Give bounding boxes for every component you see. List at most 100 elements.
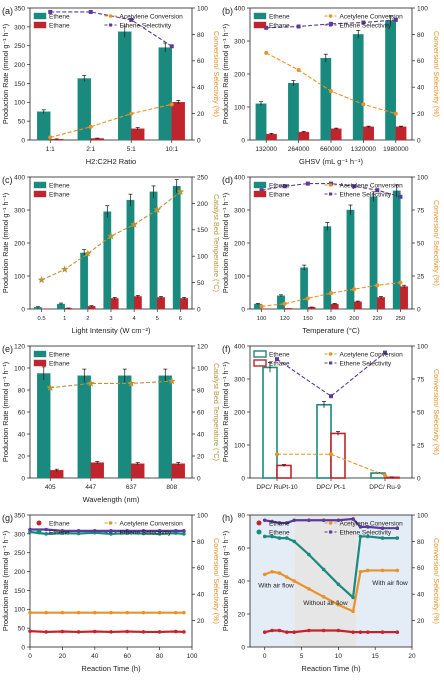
panel-label: (a) xyxy=(2,6,13,16)
y2-tick-label: 50 xyxy=(417,409,425,416)
y-tick-label: 100 xyxy=(234,273,245,280)
data-point xyxy=(358,569,363,574)
y-tick-label: 200 xyxy=(14,569,25,576)
legend-label: Ethene xyxy=(49,352,70,359)
legend-marker xyxy=(329,361,333,365)
data-point xyxy=(395,630,400,634)
y-tick-label: 300 xyxy=(234,376,245,383)
bar-ethene xyxy=(103,211,112,310)
y2-axis-title: Conversion/ Selectivity (%) xyxy=(212,31,221,117)
legend: Ethene Ethane Acetylene Conversion Ethene S… xyxy=(33,12,183,30)
legend-label: Ethene xyxy=(269,352,290,359)
data-point xyxy=(262,572,267,577)
legend-label: Acetylene Conversion xyxy=(340,14,404,21)
square-marker xyxy=(329,394,333,399)
data-point xyxy=(157,532,162,536)
panel-b: 0 100 200 300 400 0 20 40 60 80 100 Production Rate… xyxy=(221,5,441,166)
data-point xyxy=(28,610,32,615)
y2-tick-label: 40 xyxy=(197,592,205,599)
data-point xyxy=(351,595,355,600)
bar-ethene xyxy=(255,103,267,141)
y-tick-label: 300 xyxy=(234,38,245,45)
y-axis-title: Production Rate (mmol g⁻¹ h⁻¹) xyxy=(1,193,10,293)
square-marker xyxy=(275,357,279,362)
star-marker xyxy=(167,377,176,385)
legend: Ethene Ethane Acetylene Conversion Ethene S… xyxy=(253,350,403,368)
circle-marker xyxy=(282,301,287,306)
square-marker xyxy=(169,44,174,49)
data-point xyxy=(380,526,385,530)
bar-ethene xyxy=(369,196,378,310)
data-point xyxy=(336,628,341,633)
y-tick-label: 40 xyxy=(18,431,26,438)
x-tick-label: 10 xyxy=(335,653,343,660)
bar-ethane xyxy=(171,102,185,141)
y2-tick-label: 250 xyxy=(197,174,208,181)
data-point xyxy=(307,628,311,633)
square-marker xyxy=(264,25,269,30)
data-point xyxy=(321,595,326,599)
x-axis-title: Light Intensity (W cm⁻²) xyxy=(72,326,151,335)
y2-tick-label: 80 xyxy=(197,32,205,39)
y2-tick-label: 100 xyxy=(197,512,208,519)
legend: Ethane Ethene Acetylene Conversion Ethene S… xyxy=(256,520,404,537)
data-point xyxy=(262,518,267,523)
x-axis-title: GHSV (mL g⁻¹ h⁻¹) xyxy=(299,157,363,166)
x-tick-label: 0.5 xyxy=(38,316,46,322)
y2-tick-label: 0 xyxy=(197,137,201,144)
bar-ethene xyxy=(172,186,181,310)
x-tick-label: 60 xyxy=(124,653,132,660)
y-tick-label: 0 xyxy=(21,137,25,144)
circle-marker xyxy=(398,280,403,285)
y-tick-label: 300 xyxy=(14,24,25,31)
y2-tick-label: 60 xyxy=(197,565,205,572)
data-point xyxy=(285,521,289,525)
bar-ethane xyxy=(395,126,407,141)
y2-tick-label: 80 xyxy=(417,32,425,39)
x-tick-label: 100 xyxy=(187,653,198,660)
legend-marker xyxy=(109,23,113,27)
star-marker xyxy=(37,275,46,284)
circle-marker xyxy=(383,473,387,478)
star-marker xyxy=(84,249,92,257)
legend-label: Ethane xyxy=(269,23,290,30)
y2-tick-label: 40 xyxy=(417,85,425,92)
data-point xyxy=(262,534,267,539)
x-tick-label: DPC/ Ru-9 xyxy=(369,484,401,491)
y-tick-label: 50 xyxy=(18,119,26,126)
panel-c: 0 100 200 300 400 0 50 100 150 200 250 Production R… xyxy=(1,174,221,335)
data-point xyxy=(351,609,355,614)
data-point xyxy=(76,630,81,634)
circle-marker xyxy=(329,291,333,296)
bar-ethene xyxy=(158,47,172,141)
y2-tick-label: 20 xyxy=(417,111,425,118)
data-point xyxy=(366,630,370,634)
x-tick-label: 132000 xyxy=(255,146,277,153)
panel-label: (h) xyxy=(222,513,233,523)
y2-tick-label: 80 xyxy=(197,387,205,394)
legend-marker xyxy=(329,530,333,534)
data-point xyxy=(141,531,146,536)
data-point xyxy=(285,536,289,540)
x-axis-title: Temperature (°C) xyxy=(302,326,360,335)
annotation: With air flow xyxy=(258,583,294,590)
bar-ethene xyxy=(392,190,401,310)
y-axis-title: Production Rate (mmol g⁻¹ h⁻¹) xyxy=(221,24,230,124)
x-tick-label: 180 xyxy=(326,316,336,322)
x-tick-label: 5 xyxy=(300,653,304,660)
data-point xyxy=(380,630,385,634)
data-point xyxy=(366,534,370,539)
data-point xyxy=(270,534,274,539)
legend-label: Acetylene Conversion xyxy=(340,521,404,528)
data-point xyxy=(44,527,48,532)
legend: Ethene Ethane Acetylene Conversion Ethene S… xyxy=(253,181,403,199)
plot-frame xyxy=(29,7,193,141)
data-point xyxy=(358,525,363,529)
data-point xyxy=(270,628,274,633)
bar-ethene xyxy=(352,34,364,141)
legend-label: Ethene Selectivity xyxy=(340,192,392,199)
line-acetylene-conversion xyxy=(50,103,172,138)
data-point xyxy=(141,630,146,634)
data-point xyxy=(358,630,363,634)
bar-ethane xyxy=(400,286,409,310)
